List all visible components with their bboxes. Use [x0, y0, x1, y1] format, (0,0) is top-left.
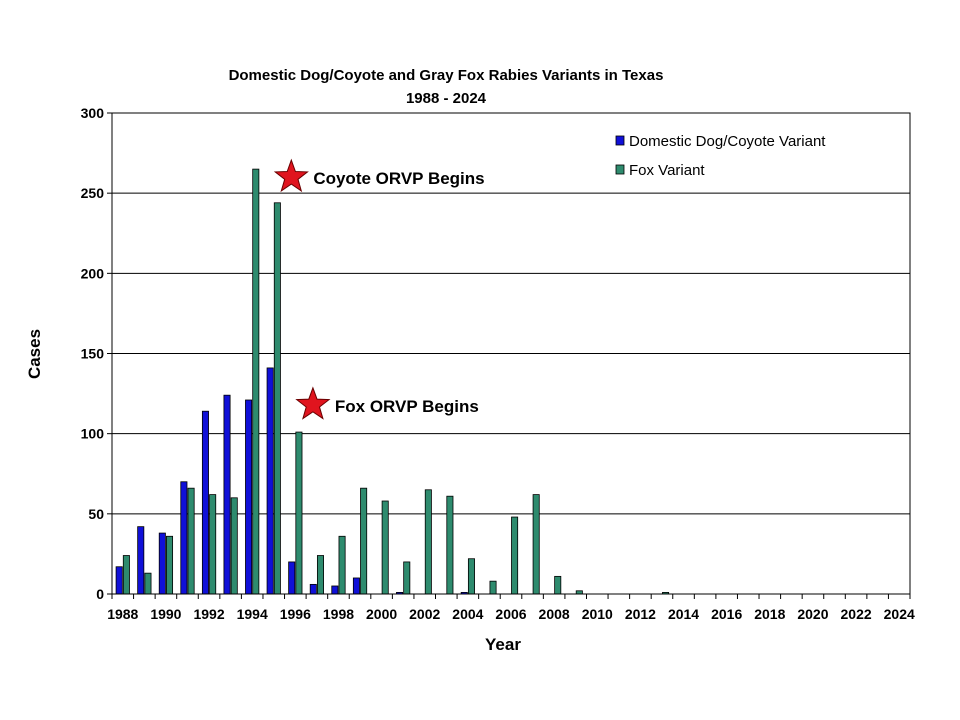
fox-bar-2005 [489, 580, 497, 595]
fox-bar-1993 [230, 497, 238, 595]
fox-bar-2006 [511, 516, 519, 595]
fox-bar-2007 [532, 494, 540, 595]
x-tick-label-1994: 1994 [237, 606, 268, 622]
legend-swatch-0 [615, 135, 625, 146]
fox-bar-1995 [273, 202, 281, 595]
dog-coyote-bar-1990 [158, 532, 166, 595]
y-tick-label: 0 [96, 586, 104, 602]
x-tick-label-2004: 2004 [452, 606, 483, 622]
fox-bar-2004 [467, 558, 475, 595]
y-tick-label: 300 [81, 105, 105, 121]
fox-bar-1998 [338, 535, 346, 595]
fox-bar-1992 [209, 494, 217, 595]
x-tick-label-2020: 2020 [797, 606, 828, 622]
fox-bar-2003 [446, 495, 454, 595]
x-tick-label-1988: 1988 [107, 606, 138, 622]
legend-label-0: Domestic Dog/Coyote Variant [629, 133, 826, 150]
y-axis-label: Cases [25, 329, 44, 379]
x-tick-label-2024: 2024 [884, 606, 915, 622]
fox-bar-1994 [252, 168, 260, 595]
orvp-star-1 [295, 386, 331, 420]
fox-bar-1991 [187, 487, 195, 595]
annotations: Coyote ORVP Begins Fox ORVP Begins [273, 158, 485, 420]
dog-coyote-bar-1988 [115, 566, 123, 595]
x-tick-label-2012: 2012 [625, 606, 656, 622]
x-tick-label-2016: 2016 [711, 606, 742, 622]
chart-title: Domestic Dog/Coyote and Gray Fox Rabies … [229, 67, 664, 84]
dog-coyote-bar-1994 [245, 399, 253, 595]
x-tick-label-2018: 2018 [754, 606, 785, 622]
x-tick-label-2014: 2014 [668, 606, 699, 622]
dog-coyote-bar-1992 [201, 410, 209, 595]
dog-coyote-bar-1989 [137, 526, 145, 595]
x-tick-label-2002: 2002 [409, 606, 440, 622]
x-tick-label-2022: 2022 [841, 606, 872, 622]
legend-label-1: Fox Variant [629, 162, 705, 179]
fox-bar-2002 [424, 489, 432, 595]
legend: Domestic Dog/Coyote Variant Fox Variant [615, 133, 826, 179]
orvp-star-0 [273, 158, 309, 193]
x-axis-ticks: 1988 1990 1992 1994 1996 1998 2000 2002 2004 2006… [107, 594, 915, 622]
fox-bar-1997 [316, 555, 324, 595]
x-tick-label-2010: 2010 [582, 606, 613, 622]
annotation-1: Fox ORVP Begins [335, 397, 479, 416]
x-tick-label-2000: 2000 [366, 606, 397, 622]
y-tick-label: 50 [88, 506, 104, 522]
fox-bar-1989 [144, 572, 152, 595]
fox-bar-1990 [166, 535, 174, 595]
y-tick-label: 200 [81, 265, 105, 281]
x-tick-label-2008: 2008 [539, 606, 570, 622]
x-axis-label: Year [485, 635, 521, 654]
dog-coyote-bar-1997 [309, 583, 317, 595]
x-tick-label-1992: 1992 [193, 606, 224, 622]
y-axis-ticks: 0 50 100 150 200 250 300 [81, 105, 112, 602]
fox-bar-2001 [403, 561, 411, 595]
chart-subtitle: 1988 - 2024 [406, 90, 487, 107]
dog-coyote-bar-1999 [352, 577, 360, 595]
x-tick-label-2006: 2006 [495, 606, 526, 622]
x-tick-label-1998: 1998 [323, 606, 354, 622]
x-tick-label-1996: 1996 [280, 606, 311, 622]
gridlines [112, 192, 910, 515]
fox-bar-1996 [295, 431, 303, 595]
dog-coyote-bar-1991 [180, 481, 188, 595]
annotation-0: Coyote ORVP Begins [313, 169, 484, 188]
dog-coyote-bar-1996 [288, 561, 296, 595]
fox-bar-1999 [360, 487, 368, 595]
y-tick-label: 100 [81, 426, 105, 442]
y-tick-label: 150 [81, 346, 105, 362]
dog-coyote-bar-1998 [331, 585, 339, 595]
legend-swatch-1 [615, 164, 625, 175]
fox-bar-2008 [554, 575, 562, 595]
x-tick-label-1990: 1990 [150, 606, 181, 622]
bars [115, 168, 670, 595]
fox-bar-1988 [122, 555, 130, 595]
fox-bar-2000 [381, 500, 389, 595]
dog-coyote-bar-1995 [266, 367, 274, 595]
dog-coyote-bar-1993 [223, 394, 231, 595]
y-tick-label: 250 [81, 185, 105, 201]
